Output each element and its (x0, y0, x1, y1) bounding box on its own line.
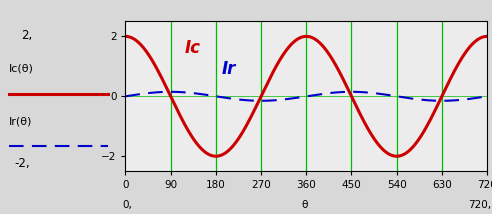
Text: Ir: Ir (222, 60, 236, 78)
Text: 720,: 720, (468, 200, 492, 210)
Text: 2,: 2, (22, 29, 32, 42)
Text: Ir(θ): Ir(θ) (9, 117, 32, 127)
Text: Ic(θ): Ic(θ) (9, 64, 34, 73)
Text: Ic: Ic (184, 39, 201, 57)
Text: θ: θ (302, 200, 308, 210)
Text: 0,: 0, (122, 200, 132, 210)
Text: -2,: -2, (14, 157, 30, 170)
